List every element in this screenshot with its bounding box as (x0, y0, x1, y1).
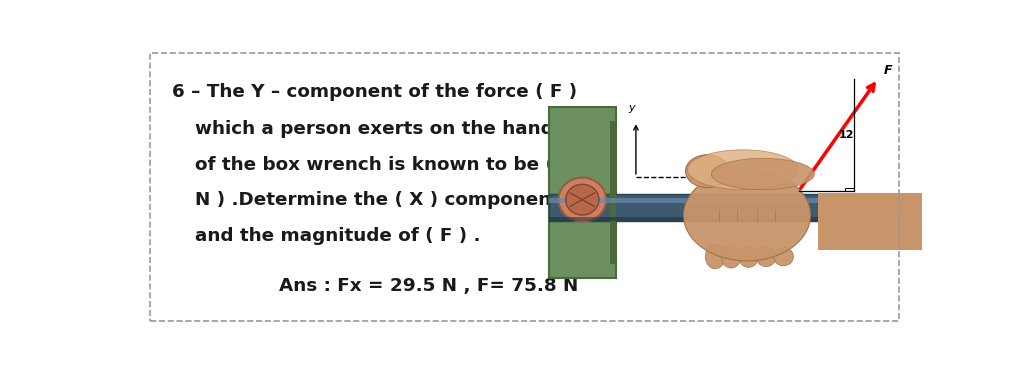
Ellipse shape (706, 245, 725, 269)
Bar (549, 194, 850, 221)
Ellipse shape (558, 178, 606, 222)
Bar (549, 198, 850, 204)
Bar (549, 217, 850, 221)
Ellipse shape (773, 248, 794, 266)
Ellipse shape (685, 155, 729, 188)
Ellipse shape (684, 170, 811, 261)
Text: N ) .Determine the ( X ) component ,: N ) .Determine the ( X ) component , (196, 191, 573, 209)
Text: which a person exerts on the handle: which a person exerts on the handle (196, 120, 573, 138)
Text: 12: 12 (839, 130, 854, 140)
Text: and the magnitude of ( F ) .: and the magnitude of ( F ) . (196, 227, 481, 245)
Text: y: y (629, 103, 635, 113)
Text: 6 – The Y – component of the force ( F ): 6 – The Y – component of the force ( F ) (172, 83, 577, 101)
Bar (609, 121, 616, 264)
Ellipse shape (721, 245, 741, 268)
Text: 5: 5 (822, 228, 830, 238)
Ellipse shape (565, 184, 599, 215)
Bar (549, 107, 616, 278)
Ellipse shape (687, 150, 799, 190)
Text: F: F (884, 64, 892, 77)
Text: Ans : Fx = 29.5 N , F= 75.8 N: Ans : Fx = 29.5 N , F= 75.8 N (279, 277, 579, 295)
Bar (845, 188, 854, 191)
Ellipse shape (738, 246, 759, 268)
Bar (818, 192, 930, 249)
Text: x: x (709, 172, 716, 182)
Ellipse shape (756, 247, 776, 267)
Ellipse shape (712, 158, 814, 190)
Text: of the box wrench is known to be ( 70: of the box wrench is known to be ( 70 (196, 155, 587, 174)
